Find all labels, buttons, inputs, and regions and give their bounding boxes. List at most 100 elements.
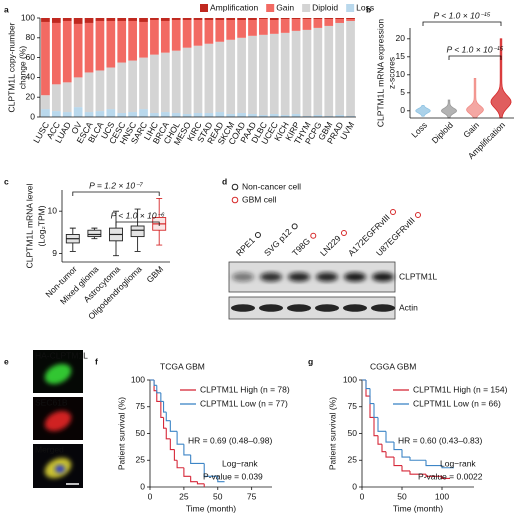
cell (44, 363, 72, 385)
survival-step (160, 401, 164, 418)
microscopy (33, 350, 83, 488)
bar-segment (84, 22, 94, 73)
bar-segment (302, 18, 312, 19)
survival-step (176, 460, 184, 469)
bar-segment (139, 57, 148, 110)
band-label: CLPTM1L (399, 271, 438, 281)
bar-segment (313, 18, 323, 28)
bar-segment (324, 18, 334, 26)
lane-label: RPE1 (234, 235, 257, 258)
bar-segment (291, 18, 301, 19)
x-tick-label: 75 (247, 491, 257, 501)
band (316, 272, 338, 282)
survival-step (203, 463, 218, 477)
legend-swatch (200, 4, 208, 12)
legend-swatch (266, 4, 275, 12)
y-tick-label: 5 (400, 87, 405, 97)
bar-segment (237, 37, 246, 114)
bar-segment (160, 112, 170, 117)
bar-segment (226, 39, 236, 115)
bar-segment (150, 113, 159, 117)
y-tick-label: 75 (136, 401, 146, 411)
survival-step (409, 457, 426, 461)
survival-step (156, 385, 161, 394)
bar-segment (73, 77, 83, 108)
bar-segment (237, 113, 246, 117)
chart-title: CGGA GBM (370, 361, 416, 371)
panel-label: b (366, 4, 371, 14)
bar-segment (160, 52, 170, 113)
bar-segment (150, 19, 159, 55)
bar-segment (193, 18, 203, 20)
y-axis-label: Patient survival (%) (327, 397, 337, 470)
y-axis-label: change (%) (17, 46, 27, 90)
bar-segment (73, 18, 83, 24)
survival-step (409, 470, 426, 475)
bar-segment (95, 70, 105, 112)
bar-segment (106, 67, 116, 110)
whisker (156, 198, 163, 246)
legend-label: Loss (356, 2, 374, 12)
x-tick-label: 0 (148, 491, 153, 501)
bar-segment (215, 112, 225, 117)
y-tick-label: 50 (136, 428, 146, 438)
band (287, 304, 311, 312)
bar-segment (269, 19, 279, 34)
bar-segment (84, 72, 94, 113)
bar-segment (335, 18, 345, 23)
bar-segment (41, 95, 50, 110)
bar-segment (291, 30, 301, 115)
whisker (113, 210, 119, 257)
bar-segment (171, 19, 181, 51)
legend-label: Gain (276, 2, 294, 12)
band (315, 304, 339, 312)
bar-segment (324, 18, 334, 19)
bar-segment (204, 43, 214, 114)
x-tick-label: 50 (397, 491, 407, 501)
bar-segment (346, 20, 355, 117)
nucleus (55, 465, 65, 473)
whisker (91, 227, 98, 240)
survival-step (176, 431, 184, 445)
bar-segment (313, 27, 323, 116)
bar-segment (259, 115, 268, 117)
survival-step (401, 465, 410, 472)
bar-segment (160, 18, 170, 21)
bar-segment (182, 47, 192, 115)
survival-step (173, 449, 178, 461)
annotation: P < 1.0 × 10⁻¹⁵ (447, 44, 504, 54)
y-tick-label: 60 (26, 52, 36, 62)
bar-segment (41, 109, 50, 117)
channel-label: HA-CLPTM1L (35, 350, 88, 360)
survival-step (377, 435, 382, 445)
annotation: P < 1.0 × 10⁻¹⁵ (434, 10, 491, 20)
panel-label: d (222, 176, 227, 186)
survival-step (190, 476, 198, 483)
survival-step (160, 392, 164, 402)
x-tick-label: 0 (360, 491, 365, 501)
y-axis-label: Patient survival (%) (116, 397, 126, 470)
bar-segment (248, 19, 257, 36)
y-tick-label: 15 (396, 51, 406, 61)
annotation: HR = 0.69 (0.48–0.98) (188, 435, 273, 445)
bar-segment (73, 23, 83, 78)
survival-step (163, 401, 167, 413)
bar-segment (106, 18, 116, 21)
bar-segment (269, 114, 279, 117)
y-axis-label: CLPTM1L mRNA level (24, 184, 34, 269)
violin (441, 99, 457, 119)
lane-marker (414, 212, 421, 219)
bar-segment (335, 115, 345, 117)
bar-segment (106, 109, 116, 117)
bar-segment (269, 18, 279, 20)
annotation: P < 1.0 × 10⁻⁶ (111, 210, 165, 220)
bar-segment (51, 111, 61, 117)
y-tick-label: 25 (348, 455, 358, 465)
bar-segment (128, 60, 137, 113)
lane-marker (390, 208, 397, 215)
bar-segment (51, 22, 61, 85)
x-tick-label: 100 (435, 491, 449, 501)
x-tick-label: Gain (461, 120, 481, 140)
bar-segment (346, 116, 355, 117)
